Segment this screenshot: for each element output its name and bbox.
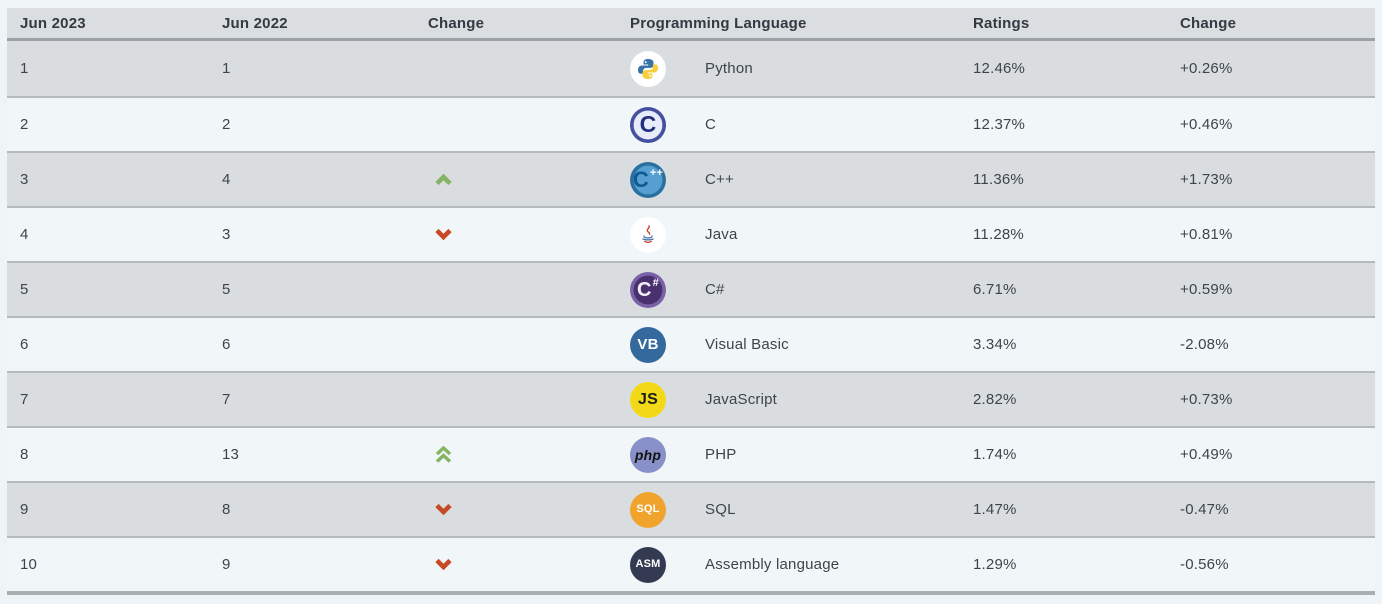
table-row: 8 13 php PHP 1.74% +0.49% — [7, 426, 1375, 481]
table-row: 2 2 C C 12.37% +0.46% — [7, 96, 1375, 151]
language-name: JavaScript — [705, 391, 778, 408]
rank-2022: 2 — [222, 116, 231, 133]
table-header-row: Jun 2023 Jun 2022 Change Programming Lan… — [7, 8, 1375, 41]
asm-icon: ASM — [630, 546, 666, 583]
language-icon-cell: VB — [630, 326, 705, 363]
header-ratings-change: Change — [1180, 14, 1237, 32]
table-row: 10 9 ASM Assembly language 1.29% -0.56% — [7, 536, 1375, 591]
language-name: C — [705, 116, 717, 133]
language-icon-cell: C # — [630, 271, 705, 308]
csharp-icon: C # — [630, 271, 666, 308]
rank-2023: 8 — [20, 446, 29, 463]
table-row: 3 4 C ++ C++ 11.36% +1.73% — [7, 151, 1375, 206]
java-icon — [630, 216, 666, 253]
ratings-value: 11.28% — [973, 226, 1024, 243]
table-body: 1 1 Python 12.46% +0.26% 2 2 C C 12.37% … — [7, 41, 1375, 591]
rank-2023: 10 — [20, 556, 38, 573]
ratings-change-value: +0.46% — [1180, 116, 1233, 133]
ratings-value: 1.74% — [973, 446, 1017, 463]
ratings-change-value: -0.56% — [1180, 556, 1229, 573]
c-icon: C — [630, 106, 666, 143]
rank-2022: 5 — [222, 281, 231, 298]
language-name: Python — [705, 60, 753, 77]
up-arrow-icon — [428, 173, 630, 186]
ratings-value: 12.37% — [973, 116, 1026, 133]
down-arrow-icon — [428, 228, 630, 241]
header-jun-2023: Jun 2023 — [20, 14, 86, 32]
language-name: C# — [705, 281, 725, 298]
table-row: 1 1 Python 12.46% +0.26% — [7, 41, 1375, 96]
ratings-change-value: +0.49% — [1180, 446, 1233, 463]
table-row: 6 6 VB Visual Basic 3.34% -2.08% — [7, 316, 1375, 371]
php-icon: php — [630, 436, 666, 473]
ratings-change-value: +0.81% — [1180, 226, 1233, 243]
rank-2023: 5 — [20, 281, 29, 298]
ratings-value: 12.46% — [973, 60, 1026, 77]
language-ranking-table: Jun 2023 Jun 2022 Change Programming Lan… — [7, 8, 1375, 595]
ratings-change-value: -2.08% — [1180, 336, 1229, 353]
header-ratings: Ratings — [973, 14, 1030, 32]
vb-icon: VB — [630, 326, 666, 363]
rank-2023: 4 — [20, 226, 29, 243]
language-name: SQL — [705, 501, 736, 518]
down-arrow-icon — [428, 558, 630, 571]
language-icon-cell — [630, 50, 705, 87]
rank-2022: 7 — [222, 391, 231, 408]
header-programming-language: Programming Language — [630, 14, 807, 32]
language-icon-cell: ASM — [630, 546, 705, 583]
language-icon-cell: C — [630, 106, 705, 143]
language-icon-cell: SQL — [630, 491, 705, 528]
ratings-value: 2.82% — [973, 391, 1017, 408]
js-icon: JS — [630, 381, 666, 418]
double-up-arrow-icon — [428, 445, 630, 464]
table-row: 4 3 Java 11.28% +0.81% — [7, 206, 1375, 261]
language-name: PHP — [705, 446, 737, 463]
ratings-change-value: +0.59% — [1180, 281, 1233, 298]
language-name: Visual Basic — [705, 336, 789, 353]
ratings-change-value: +1.73% — [1180, 171, 1233, 188]
ratings-change-value: -0.47% — [1180, 501, 1229, 518]
language-icon-cell: C ++ — [630, 161, 705, 198]
python-icon — [630, 50, 666, 87]
table-row: 5 5 C # C# 6.71% +0.59% — [7, 261, 1375, 316]
rank-2022: 3 — [222, 226, 231, 243]
cpp-icon: C ++ — [630, 161, 666, 198]
ratings-value: 1.47% — [973, 501, 1017, 518]
rank-2022: 9 — [222, 556, 231, 573]
rank-2023: 6 — [20, 336, 29, 353]
language-icon-cell: JS — [630, 381, 705, 418]
sql-icon: SQL — [630, 491, 666, 528]
header-position-change: Change — [428, 14, 485, 32]
language-name: Java — [705, 226, 738, 243]
rank-2023: 7 — [20, 391, 29, 408]
ratings-value: 11.36% — [973, 171, 1024, 188]
ratings-value: 6.71% — [973, 281, 1017, 298]
down-arrow-icon — [428, 503, 630, 516]
ratings-value: 1.29% — [973, 556, 1017, 573]
language-name: C++ — [705, 171, 734, 188]
language-name: Assembly language — [705, 556, 840, 573]
rank-2022: 13 — [222, 446, 240, 463]
rank-2023: 3 — [20, 171, 29, 188]
rank-2023: 2 — [20, 116, 29, 133]
ratings-change-value: +0.73% — [1180, 391, 1233, 408]
ratings-change-value: +0.26% — [1180, 60, 1233, 77]
rank-2023: 1 — [20, 60, 29, 77]
rank-2022: 1 — [222, 60, 231, 77]
rank-2022: 6 — [222, 336, 231, 353]
ratings-value: 3.34% — [973, 336, 1017, 353]
table-row: 9 8 SQL SQL 1.47% -0.47% — [7, 481, 1375, 536]
rank-2022: 8 — [222, 501, 231, 518]
header-jun-2022: Jun 2022 — [222, 14, 288, 32]
rank-2023: 9 — [20, 501, 29, 518]
language-icon-cell: php — [630, 436, 705, 473]
language-icon-cell — [630, 216, 705, 253]
table-row: 7 7 JS JavaScript 2.82% +0.73% — [7, 371, 1375, 426]
rank-2022: 4 — [222, 171, 231, 188]
